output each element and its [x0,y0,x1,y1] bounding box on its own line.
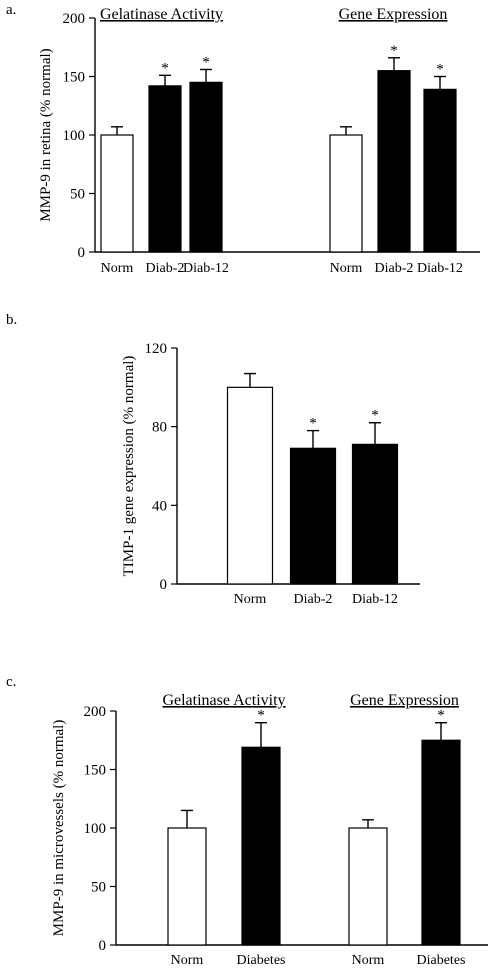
bar [289,447,337,585]
y-tick-label: 200 [63,11,86,27]
panel-label: a. [6,2,16,18]
significance-marker: * [436,62,444,78]
bar [167,827,207,946]
category-label: Diab-2 [294,592,333,607]
y-tick-label: 120 [145,341,168,357]
category-label: Diab-12 [183,261,229,276]
y-tick-label: 150 [63,70,86,86]
category-label: Norm [171,953,204,968]
category-label: Diab-12 [417,261,463,276]
y-tick-label: 50 [91,880,106,896]
y-tick-label: 0 [78,245,86,261]
significance-marker: * [257,708,265,724]
bar [241,746,281,946]
y-tick-label: 150 [84,763,107,779]
bar [148,85,182,253]
bar [423,88,457,253]
y-tick-label: 0 [99,938,107,954]
category-label: Diab-12 [352,592,398,607]
y-tick-label: 50 [70,187,85,203]
panel-b: b. 0 40 80 120 TIMP-1 gene expression (% norm… [6,312,420,607]
category-label: Norm [330,261,363,276]
bar [421,739,461,946]
y-axis-title: TIMP-1 gene expression (% normal) [121,356,137,577]
category-label: Diab-2 [375,261,414,276]
bar [348,827,388,946]
significance-marker: * [390,43,398,59]
bar [329,134,363,253]
significance-marker: * [437,708,445,724]
group-title: Gelatinase Activity [100,6,223,23]
bar [100,134,134,253]
y-tick-label: 100 [63,128,86,144]
y-axis-title: MMP-9 in microvessels (% normal) [51,720,67,937]
significance-marker: * [309,416,317,432]
category-label: Diabetes [237,953,286,968]
category-label: Diabetes [417,953,466,968]
category-label: Diab-2 [146,261,185,276]
category-label: Norm [101,261,134,276]
bar [189,81,223,253]
y-axis-title: MMP-9 in retina (% normal) [38,48,54,221]
significance-marker: * [161,60,169,76]
y-tick-label: 100 [84,821,107,837]
significance-marker: * [371,408,379,424]
bar [377,70,411,253]
category-label: Norm [234,592,267,607]
category-label: Norm [352,953,385,968]
y-tick-label: 40 [152,498,167,514]
y-tick-label: 0 [160,577,168,593]
significance-marker: * [202,54,210,70]
panel-label: c. [6,674,16,690]
panel-label: b. [6,312,17,328]
y-tick-label: 200 [84,704,107,720]
bar [351,443,399,585]
panel-c: c. 0 50 100 150 200 MMP-9 in microvessels (% n… [6,674,488,968]
y-tick-label: 80 [152,420,167,436]
group-title: Gene Expression [339,6,448,23]
group-title: Gene Expression [350,692,459,709]
group-title: Gelatinase Activity [162,692,285,709]
bar [226,386,274,585]
panel-a: a. 0 50 100 150 200 MMP-9 in retina (% normal)… [6,2,480,276]
